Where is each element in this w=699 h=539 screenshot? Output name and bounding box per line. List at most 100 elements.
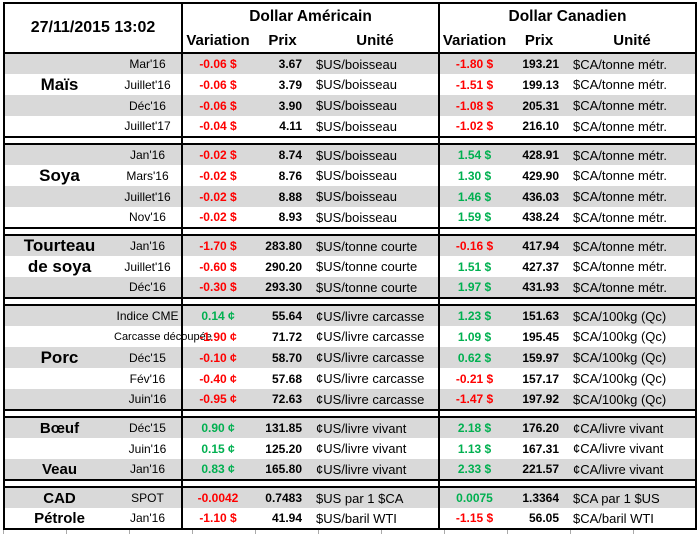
table-row: CAD SPOT -0.0042 0.7483 $US par 1 $CA 0.… — [4, 486, 697, 508]
category-cell — [4, 368, 114, 389]
category-label-mais: Maïs — [40, 74, 79, 94]
separator-cell — [4, 297, 183, 306]
us-prix-cell: 55.64 — [253, 304, 312, 326]
contract-cell: Déc'15 — [114, 416, 183, 438]
separator-cell — [182, 479, 441, 488]
section-mais: Mar'16 -0.06 $ 3.67 $US/boisseau -1.80 $… — [4, 52, 697, 138]
us-unite-cell: $US/boisseau — [312, 186, 441, 207]
table-row: Tourteau Jan'16 -1.70 $ 283.80 $US/tonne… — [4, 234, 697, 256]
contract-cell: Fév'16 — [114, 368, 183, 389]
us-prix-cell: 3.90 — [253, 95, 312, 116]
commodity-price-table: 27/11/2015 13:02 Dollar Américain Dollar… — [3, 2, 698, 530]
ca-prix-cell: 199.13 — [522, 77, 560, 92]
us-unite-cell: ¢US/livre vivant — [312, 438, 441, 459]
us-prix-cell: 0.7483 — [253, 486, 312, 508]
contract-cell: Déc'16 — [114, 95, 183, 116]
ca-unite-cell: ¢CA/livre vivant — [569, 416, 697, 438]
us-unite-cell: $US/baril WTI — [312, 508, 441, 530]
us-prix-cell: 4.11 — [253, 116, 312, 138]
section-cad-petrole: CAD SPOT -0.0042 0.7483 $US par 1 $CA 0.… — [4, 486, 697, 530]
section-tourteau: Tourteau Jan'16 -1.70 $ 283.80 $US/tonne… — [4, 234, 697, 299]
ca-variation-cell: 1.09 $ — [457, 329, 492, 344]
us-unite-cell: $US/boisseau — [312, 52, 441, 74]
category-cell — [4, 304, 114, 326]
usd-prix-header: Prix — [253, 29, 312, 54]
ca-prix-cell: 216.10 — [509, 116, 570, 138]
us-unite-cell: $US/boisseau — [312, 207, 441, 229]
contract-cell: Juillet'16 — [114, 74, 183, 95]
us-unite-cell: ¢US/livre carcasse — [312, 347, 441, 368]
ca-prix-cell: 221.57 — [509, 459, 570, 481]
us-unite-cell: $US/tonne courte — [312, 256, 441, 277]
category-cell — [4, 389, 114, 411]
ca-prix-cell: 176.20 — [509, 416, 570, 438]
cad-prix-header: Prix — [509, 29, 570, 54]
ca-variation-cell: 0.62 $ — [439, 347, 510, 368]
contract-cell: Carcasse découpée — [114, 326, 212, 347]
table-row: Jan'16 -0.02 $ 8.74 $US/boisseau 1.54 $ … — [4, 143, 697, 165]
ca-prix-cell: 197.92 — [509, 389, 570, 411]
us-prix-cell: 8.93 — [253, 207, 312, 229]
table-row: Déc'16 -0.30 $ 293.30 $US/tonne courte 1… — [4, 277, 697, 299]
separator-cell — [4, 136, 183, 145]
us-variation-cell: -0.0042 — [182, 486, 253, 508]
section-separator — [4, 479, 697, 488]
us-variation-cell: -1.70 $ — [182, 234, 253, 256]
cad-unite-header: Unité — [569, 29, 697, 54]
us-variation-cell: 0.90 ¢ — [182, 416, 253, 438]
us-prix-cell: 131.85 — [253, 416, 312, 438]
table-row: Juin'16 0.15 ¢ 125.20 ¢US/livre vivant 1… — [4, 438, 696, 459]
section-separator — [4, 297, 697, 306]
separator-cell — [182, 409, 441, 418]
ca-prix-cell: 205.31 — [509, 95, 570, 116]
table-row: Déc'16 -0.06 $ 3.90 $US/boisseau -1.08 $… — [4, 95, 697, 116]
ca-variation-cell: -1.08 $ — [439, 95, 510, 116]
table-header: 27/11/2015 13:02 Dollar Américain Dollar… — [4, 3, 697, 54]
category-cell — [4, 116, 114, 138]
category-label-cad: CAD — [4, 486, 114, 508]
table-row: Nov'16 -0.02 $ 8.93 $US/boisseau 1.59 $ … — [4, 207, 697, 229]
us-variation-cell: -1.10 $ — [182, 508, 253, 530]
table-row: Juillet'16 -0.02 $ 8.88 $US/boisseau 1.4… — [4, 186, 697, 207]
sheet-edge-bottom — [3, 530, 695, 534]
us-prix-cell: 41.94 — [253, 508, 312, 530]
ca-variation-cell: 2.18 $ — [439, 416, 510, 438]
usd-unite-header: Unité — [312, 29, 441, 54]
category-cell — [4, 277, 114, 299]
ca-unite-cell: $CA par 1 $US — [569, 486, 697, 508]
section-porc: Indice CME 0.14 ¢ 55.64 ¢US/livre carcas… — [4, 304, 697, 411]
ca-unite-cell: $CA/tonne métr. — [569, 143, 697, 165]
ca-prix-cell: 157.17 — [522, 371, 560, 386]
ca-prix-cell: 417.94 — [509, 234, 570, 256]
ca-prix-cell: 436.03 — [509, 186, 570, 207]
separator-cell — [4, 479, 183, 488]
section-separator — [4, 227, 697, 236]
ca-unite-cell: $CA/tonne métr. — [569, 52, 697, 74]
ca-unite-cell: $CA/100kg (Qc) — [569, 347, 697, 368]
ca-variation-cell: 1.46 $ — [439, 186, 510, 207]
category-label-tourteau-line1: Tourteau — [4, 234, 114, 256]
table-row: Veau Jan'16 0.83 ¢ 165.80 ¢US/livre viva… — [4, 459, 697, 481]
ca-prix-cell: 438.24 — [509, 207, 570, 229]
us-variation-cell: 0.15 ¢ — [201, 441, 235, 456]
category-label-porc: Porc — [4, 347, 114, 368]
contract-cell: Jan'16 — [114, 234, 183, 256]
us-unite-cell: $US/boisseau — [312, 116, 441, 138]
ca-unite-cell: ¢CA/livre vivant — [573, 441, 664, 456]
contract-cell: Jan'16 — [114, 459, 183, 481]
us-unite-cell: ¢US/livre vivant — [312, 459, 441, 481]
table-row: Mar'16 -0.06 $ 3.67 $US/boisseau -1.80 $… — [4, 52, 697, 74]
ca-unite-cell: $CA/baril WTI — [569, 508, 697, 530]
category-cell — [4, 143, 114, 165]
ca-variation-cell: 1.13 $ — [457, 441, 492, 456]
ca-unite-cell: $CA/tonne métr. — [569, 95, 697, 116]
table-row: de soya Juillet'16 -0.60 $ 290.20 $US/to… — [4, 256, 696, 277]
us-variation-cell: -0.04 $ — [182, 116, 253, 138]
section-soya: Jan'16 -0.02 $ 8.74 $US/boisseau 1.54 $ … — [4, 143, 697, 229]
ca-prix-cell: 428.91 — [509, 143, 570, 165]
ca-unite-cell: $CA/tonne métr. — [569, 186, 697, 207]
ca-prix-cell: 167.31 — [522, 441, 560, 456]
us-unite-cell: ¢US/livre vivant — [312, 416, 441, 438]
us-prix-cell: 283.80 — [253, 234, 312, 256]
